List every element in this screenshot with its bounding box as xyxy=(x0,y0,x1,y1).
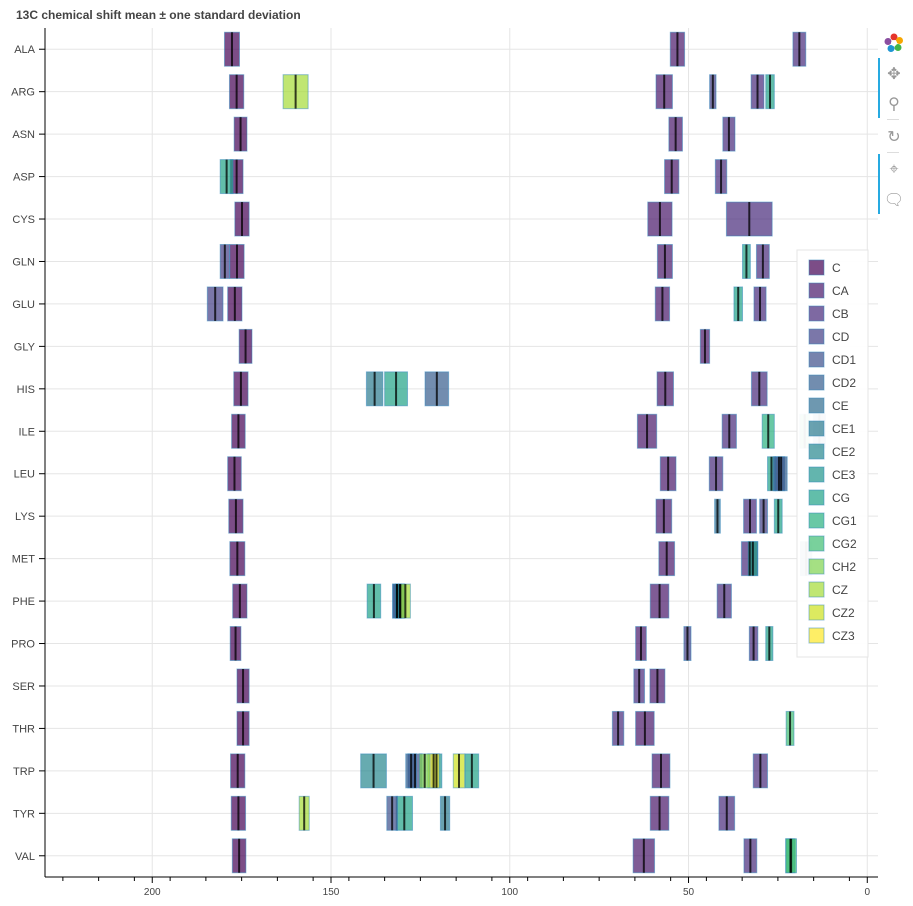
y-tick-label: MET xyxy=(12,554,36,566)
hover-icon[interactable]: 🗨 xyxy=(878,184,908,214)
y-tick-label: CYS xyxy=(12,214,35,226)
y-tick-label: VAL xyxy=(15,851,35,863)
legend-swatch-cd2 xyxy=(808,374,825,391)
y-tick-label: ARG xyxy=(11,87,35,99)
legend-label-c[interactable]: C xyxy=(832,261,841,275)
y-tick-label: THR xyxy=(12,723,35,735)
reset-icon[interactable]: ↻ xyxy=(887,126,901,146)
legend-swatch-cg1 xyxy=(808,512,825,529)
toolbar-divider xyxy=(887,119,899,120)
crosshair-icon[interactable]: ⌖ xyxy=(878,154,908,184)
y-tick-label: ASP xyxy=(13,172,35,184)
legend-swatch-ce1 xyxy=(808,420,825,437)
legend-swatch-ce2 xyxy=(808,443,825,460)
legend-label-cd2[interactable]: CD2 xyxy=(832,376,856,390)
legend-swatch-cz3 xyxy=(808,627,825,644)
x-tick-label: 200 xyxy=(144,887,161,898)
x-tick-label: 50 xyxy=(683,887,695,898)
y-tick-label: SER xyxy=(12,681,35,693)
legend-label-cg2[interactable]: CG2 xyxy=(832,537,857,551)
pan-icon[interactable]: ✥ xyxy=(878,58,908,88)
legend-label-cz3[interactable]: CZ3 xyxy=(832,629,855,643)
chart-title: 13C chemical shift mean ± one standard d… xyxy=(16,8,301,22)
legend-label-cb[interactable]: CB xyxy=(832,307,849,321)
legend-label-ch2[interactable]: CH2 xyxy=(832,560,856,574)
bokeh-logo-icon[interactable] xyxy=(878,28,908,58)
y-tick-label: PRO xyxy=(11,639,35,651)
legend-swatch-ce3 xyxy=(808,466,825,483)
y-tick-label: GLU xyxy=(12,299,35,311)
y-tick-label: TYR xyxy=(13,808,35,820)
legend-label-cg1[interactable]: CG1 xyxy=(832,514,857,528)
legend-label-ce1[interactable]: CE1 xyxy=(832,422,856,436)
toolbar: ✥ ⚲ ↻ ⌖ 🗨 xyxy=(878,28,908,214)
legend-swatch-cg2 xyxy=(808,535,825,552)
y-tick-label: GLN xyxy=(12,256,35,268)
legend-swatch-ch2 xyxy=(808,558,825,575)
x-tick-label: 150 xyxy=(323,887,340,898)
legend-swatch-cd1 xyxy=(808,351,825,368)
y-tick-label: PHE xyxy=(12,596,35,608)
x-tick-label: 0 xyxy=(864,887,870,898)
legend-swatch-cz xyxy=(808,581,825,598)
legend-swatch-cd xyxy=(808,328,825,345)
legend-swatch-ca xyxy=(808,282,825,299)
legend-label-ce2[interactable]: CE2 xyxy=(832,445,856,459)
wheel-zoom-icon[interactable]: ⚲ xyxy=(878,88,908,118)
y-tick-label: GLY xyxy=(14,341,36,353)
legend-label-cd[interactable]: CD xyxy=(832,330,850,344)
legend-swatch-ce xyxy=(808,397,825,414)
y-tick-label: ASN xyxy=(12,129,35,141)
y-tick-label: LYS xyxy=(15,511,35,523)
legend-label-ce[interactable]: CE xyxy=(832,399,849,413)
legend-label-ce3[interactable]: CE3 xyxy=(832,468,856,482)
legend-swatch-c xyxy=(808,259,825,276)
y-tick-label: ILE xyxy=(18,426,35,438)
toolbar-divider xyxy=(887,152,899,153)
y-tick-label: HIS xyxy=(17,384,35,396)
legend-label-cz2[interactable]: CZ2 xyxy=(832,606,855,620)
legend-label-ca[interactable]: CA xyxy=(832,284,849,298)
legend-label-cg[interactable]: CG xyxy=(832,491,850,505)
y-tick-label: ALA xyxy=(14,44,35,56)
x-tick-label: 100 xyxy=(501,887,518,898)
legend-label-cz[interactable]: CZ xyxy=(832,583,848,597)
y-tick-label: LEU xyxy=(14,469,35,481)
legend-label-cd1[interactable]: CD1 xyxy=(832,353,856,367)
legend-swatch-cb xyxy=(808,305,825,322)
legend-swatch-cg xyxy=(808,489,825,506)
legend-swatch-cz2 xyxy=(808,604,825,621)
y-tick-label: TRP xyxy=(13,766,35,778)
